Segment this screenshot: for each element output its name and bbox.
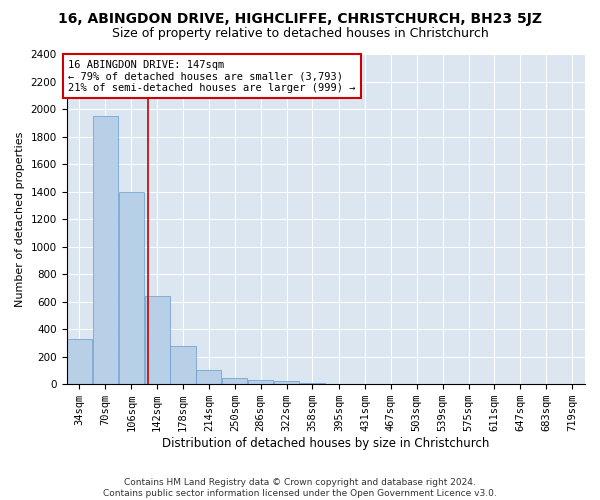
Text: Size of property relative to detached houses in Christchurch: Size of property relative to detached ho…: [112, 28, 488, 40]
Bar: [300, 383, 325, 384]
Text: 16, ABINGDON DRIVE, HIGHCLIFFE, CHRISTCHURCH, BH23 5JZ: 16, ABINGDON DRIVE, HIGHCLIFFE, CHRISTCH…: [58, 12, 542, 26]
Bar: [67, 339, 92, 384]
Y-axis label: Number of detached properties: Number of detached properties: [15, 132, 25, 307]
Bar: [274, 382, 299, 384]
Bar: [222, 378, 247, 384]
Text: 16 ABINGDON DRIVE: 147sqm
← 79% of detached houses are smaller (3,793)
21% of se: 16 ABINGDON DRIVE: 147sqm ← 79% of detac…: [68, 60, 355, 92]
Bar: [248, 380, 273, 384]
Text: Contains HM Land Registry data © Crown copyright and database right 2024.
Contai: Contains HM Land Registry data © Crown c…: [103, 478, 497, 498]
Bar: [170, 346, 196, 384]
X-axis label: Distribution of detached houses by size in Christchurch: Distribution of detached houses by size …: [162, 437, 490, 450]
Bar: [119, 192, 144, 384]
Bar: [196, 370, 221, 384]
Bar: [93, 116, 118, 384]
Bar: [145, 296, 170, 384]
